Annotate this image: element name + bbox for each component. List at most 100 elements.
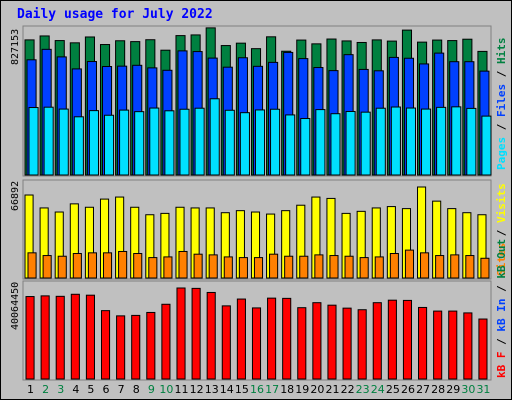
x-tick-label-day-6: 6 <box>103 383 110 396</box>
bar-sites-day-1 <box>27 252 37 279</box>
panel1-max-label: 827153 <box>10 29 21 65</box>
x-tick-label-day-19: 19 <box>295 383 309 396</box>
bar-kbytes-day-22 <box>342 307 352 380</box>
x-tick-label-day-15: 15 <box>235 383 249 396</box>
bar-sites-day-24 <box>374 256 384 279</box>
bar-kbytes-day-9 <box>146 311 156 380</box>
bar-kbytes-day-27 <box>418 306 428 380</box>
bar-kbytes-day-7 <box>116 315 126 380</box>
bar-pages-day-25 <box>390 106 401 176</box>
bar-sites-day-5 <box>87 252 97 279</box>
x-tick-label-day-8: 8 <box>133 383 140 396</box>
bar-sites-day-2 <box>42 255 52 279</box>
x-tick-label-day-17: 17 <box>265 383 279 396</box>
bar-sites-day-8 <box>133 253 143 279</box>
bar-kbytes-day-29 <box>448 310 458 380</box>
bar-sites-day-13 <box>208 254 218 279</box>
x-tick-label-day-2: 2 <box>42 383 49 396</box>
bar-pages-day-7 <box>119 109 130 176</box>
x-tick-label-day-20: 20 <box>310 383 324 396</box>
bar-kbytes-day-4 <box>70 293 80 380</box>
panel2-max-label: 66892 <box>10 181 21 211</box>
x-tick-label-day-11: 11 <box>175 383 189 396</box>
bar-pages-day-10 <box>164 110 175 176</box>
bar-pages-day-3 <box>58 108 69 176</box>
x-tick-label-day-14: 14 <box>220 383 234 396</box>
bar-sites-day-30 <box>465 255 475 279</box>
bar-pages-day-8 <box>134 111 145 176</box>
bar-pages-day-12 <box>194 107 205 176</box>
bar-kbytes-day-25 <box>387 299 397 380</box>
bar-kbytes-day-10 <box>161 303 171 380</box>
x-tick-label-day-4: 4 <box>72 383 79 396</box>
bar-kbytes-day-24 <box>372 302 382 380</box>
bar-kbytes-day-15 <box>236 298 246 380</box>
x-tick-label-day-16: 16 <box>250 383 264 396</box>
bar-kbytes-day-31 <box>478 318 488 380</box>
bar-kbytes-day-3 <box>55 295 65 380</box>
bar-pages-day-9 <box>149 107 160 176</box>
legend-sites-visits: Sites / Visits <box>495 183 508 276</box>
bar-sites-day-31 <box>480 257 490 279</box>
bar-pages-day-22 <box>345 110 356 176</box>
bar-sites-day-17 <box>269 253 279 279</box>
bar-kbytes-day-11 <box>176 287 186 380</box>
x-tick-label-day-5: 5 <box>87 383 94 396</box>
panel3-max-label: 40064450 <box>10 282 21 330</box>
bar-sites-day-18 <box>284 255 294 279</box>
x-tick-label-day-21: 21 <box>325 383 339 396</box>
x-tick-label-day-7: 7 <box>118 383 125 396</box>
bar-sites-day-25 <box>389 253 399 279</box>
bar-pages-day-21 <box>330 113 341 176</box>
bar-kbytes-day-12 <box>191 287 201 380</box>
bar-kbytes-day-20 <box>312 302 322 380</box>
chart-title: Daily usage for July 2022 <box>17 7 213 22</box>
bar-kbytes-day-30 <box>463 312 473 380</box>
x-tick-label-day-30: 30 <box>461 383 475 396</box>
bar-kbytes-day-21 <box>327 304 337 380</box>
bar-pages-day-4 <box>73 116 84 176</box>
bar-sites-day-7 <box>118 250 128 279</box>
bar-pages-day-27 <box>421 108 432 176</box>
x-tick-label-day-9: 9 <box>148 383 155 396</box>
x-tick-label-day-27: 27 <box>416 383 430 396</box>
x-tick-label-day-22: 22 <box>341 383 355 396</box>
bar-sites-day-6 <box>102 252 113 279</box>
bar-sites-day-29 <box>450 254 460 279</box>
bar-kbytes-day-2 <box>40 295 50 380</box>
bar-pages-day-14 <box>224 109 235 176</box>
bar-pages-day-5 <box>88 110 99 176</box>
bar-kbytes-day-6 <box>100 310 111 380</box>
bar-kbytes-day-23 <box>357 309 367 380</box>
bar-kbytes-day-8 <box>131 314 141 380</box>
bar-pages-day-26 <box>405 107 417 176</box>
x-tick-label-day-10: 10 <box>159 383 173 396</box>
bar-kbytes-day-16 <box>251 307 262 380</box>
bar-kbytes-day-19 <box>297 307 307 380</box>
x-tick-label-day-28: 28 <box>431 383 445 396</box>
x-tick-label-day-24: 24 <box>371 383 385 396</box>
x-tick-label-day-31: 31 <box>476 383 490 396</box>
x-tick-label-day-26: 26 <box>401 383 415 396</box>
bar-kbytes-day-13 <box>206 291 216 380</box>
bar-sites-day-14 <box>223 256 233 279</box>
bar-sites-day-16 <box>253 257 264 279</box>
bar-pages-day-31 <box>481 115 492 176</box>
bar-pages-day-24 <box>375 107 386 176</box>
bar-sites-day-11 <box>178 250 188 279</box>
bar-sites-day-26 <box>404 249 415 279</box>
bar-sites-day-20 <box>314 254 324 279</box>
bar-kbytes-day-18 <box>282 297 292 380</box>
panel-1-frame <box>22 25 492 177</box>
bar-pages-day-23 <box>360 111 371 176</box>
bar-kbytes-day-28 <box>433 310 443 380</box>
bar-pages-day-18 <box>285 114 296 176</box>
bar-sites-day-28 <box>435 255 445 279</box>
bar-sites-day-4 <box>72 253 82 279</box>
bar-kbytes-day-17 <box>267 297 277 380</box>
x-tick-label-day-1: 1 <box>27 383 34 396</box>
bar-sites-day-3 <box>57 255 67 279</box>
bar-kbytes-day-1 <box>25 296 35 380</box>
bar-sites-day-21 <box>329 255 339 279</box>
bar-sites-day-12 <box>193 253 203 279</box>
